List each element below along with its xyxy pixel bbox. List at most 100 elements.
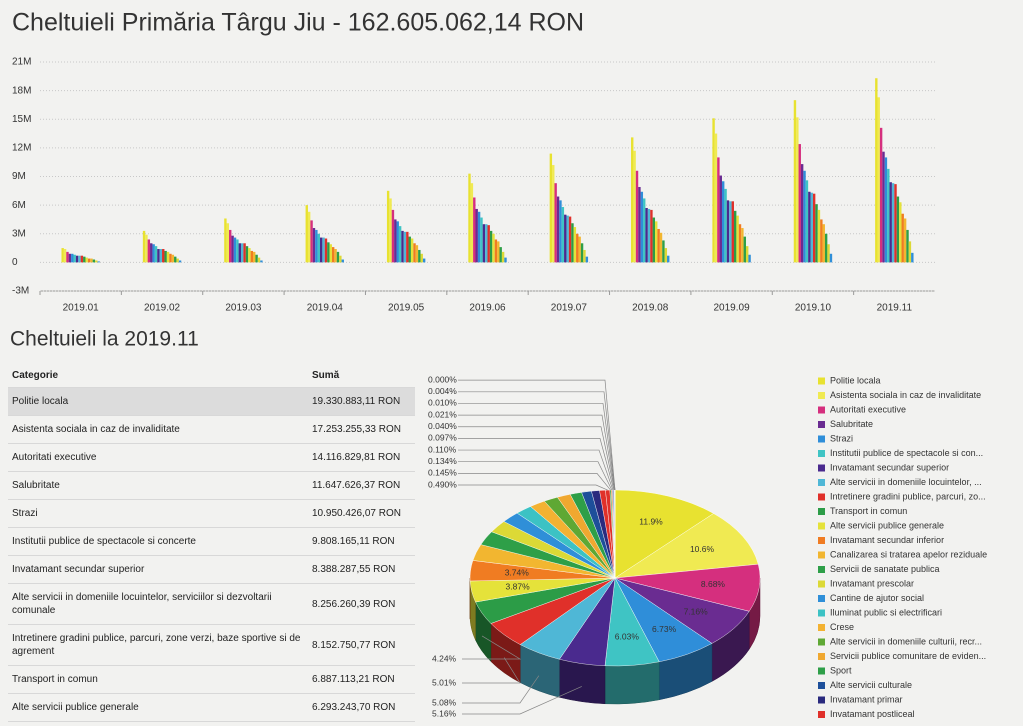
table-row: Autoritati executive 14.116.829,81 RON (8, 443, 415, 472)
pie-label: 0.010% (428, 398, 457, 408)
bar (73, 254, 76, 263)
leader-line (458, 403, 616, 491)
pie-label: 0.145% (428, 468, 457, 478)
bar (887, 168, 890, 263)
bar (87, 258, 91, 263)
bar (241, 243, 244, 263)
bar (798, 144, 801, 263)
bar (640, 191, 644, 263)
pie-label: 8.68% (701, 579, 726, 589)
leader-line (458, 473, 611, 491)
y-tick-label: 9M (12, 171, 26, 182)
y-tick-label: -3M (12, 286, 29, 297)
bar (152, 244, 155, 263)
bar (796, 117, 799, 263)
bar (487, 225, 490, 263)
bar (178, 260, 182, 263)
legend-label: Invatamant secundar inferior (830, 535, 944, 545)
page-title: Cheltuieli Primăria Târgu Jiu - 162.605.… (12, 9, 584, 37)
table-row: Salubritate 11.647.626,37 RON (8, 471, 415, 500)
bar (554, 183, 557, 263)
pie-label: 5.16% (432, 708, 457, 718)
bar (61, 248, 64, 263)
bar (891, 183, 895, 263)
legend-swatch (818, 537, 825, 544)
bar (667, 255, 670, 263)
legend-label: Asistenta sociala in caz de invaliditate (830, 390, 981, 400)
bar (341, 259, 344, 263)
bar (908, 241, 912, 263)
table-row: Alte servicii publice generale 6.293.243,… (8, 693, 415, 722)
table-cell: Intretinere gradini publice, parcuri, zo… (8, 624, 308, 666)
bar (822, 224, 825, 263)
bar (556, 196, 560, 263)
table-cell: Politie locala (8, 387, 308, 416)
bar (176, 258, 179, 263)
bar (480, 217, 483, 263)
legend-label: Alte servicii culturale (830, 680, 912, 690)
bar (401, 230, 404, 263)
bar (386, 190, 390, 263)
table-cell: Strazi (8, 499, 308, 528)
bar (812, 193, 816, 263)
leader-line (458, 461, 613, 491)
bar (171, 254, 175, 263)
table-cell: Institutii publice de spectacole si conc… (8, 527, 308, 556)
bar (324, 238, 328, 263)
y-tick-label: 6M (12, 200, 26, 211)
pie-label: 6.73% (652, 624, 677, 634)
bar (817, 209, 821, 263)
bar (576, 233, 579, 263)
bar (631, 137, 634, 263)
bar (80, 255, 84, 263)
legend-label: Strazi (830, 433, 853, 443)
x-tick-label: 2019.08 (632, 303, 669, 314)
bar (157, 249, 160, 263)
bar (398, 226, 402, 263)
bar (664, 248, 668, 263)
bar (389, 198, 392, 263)
bar (147, 239, 151, 263)
table-cell: 8.388.287,55 RON (308, 555, 415, 584)
x-tick-label: 2019.04 (307, 303, 344, 314)
table-cell: 6.293.243,70 RON (308, 693, 415, 722)
pie-label: 7.16% (684, 607, 709, 617)
bar (800, 164, 804, 263)
legend-swatch (818, 653, 825, 660)
column-header: Sumă (308, 364, 415, 388)
y-tick-label: 18M (12, 85, 31, 96)
bar (75, 255, 79, 263)
leader-line (458, 438, 615, 491)
bar (875, 78, 878, 263)
bar (150, 243, 153, 263)
bar (497, 241, 500, 263)
table: Categorie Sumă Politie locala 19.330.883,11… (8, 364, 415, 722)
bar (719, 175, 722, 263)
bar (803, 170, 806, 263)
y-tick-label: 15M (12, 114, 31, 125)
bar (166, 251, 170, 263)
pie-slice-side (604, 661, 660, 705)
table-row: Invatamant secundar superior 8.388.287,55… (8, 555, 415, 584)
bar (468, 173, 471, 263)
y-tick-label: 21M (12, 57, 31, 68)
bar (315, 229, 318, 263)
bar (884, 157, 888, 263)
pie-slice-side (559, 658, 606, 705)
bar (410, 238, 414, 263)
bar (726, 200, 730, 263)
legend-swatch (818, 464, 825, 472)
bar (238, 243, 242, 263)
bar (741, 228, 744, 263)
bar (243, 243, 246, 263)
bar (566, 215, 569, 263)
table-cell: 8.256.260,39 RON (308, 583, 415, 625)
bar (420, 253, 423, 263)
bar (580, 243, 584, 263)
legend-label: Invatamant secundar superior (830, 462, 949, 472)
bar (145, 234, 148, 263)
bar (245, 246, 249, 263)
pie-label: 0.000% (428, 374, 457, 384)
legend-label: Autoritati executive (830, 404, 906, 414)
column-header: Categorie (8, 364, 308, 388)
